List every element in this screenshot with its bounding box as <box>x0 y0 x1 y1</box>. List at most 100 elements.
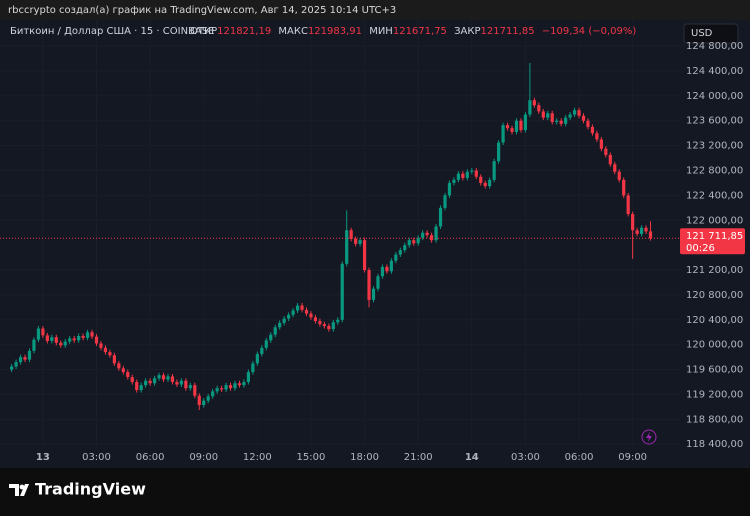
open-label: ОТКР <box>190 26 217 37</box>
currency-box[interactable] <box>683 23 739 44</box>
candle-body <box>416 237 420 244</box>
candle-body <box>367 270 371 300</box>
candle-body <box>50 337 54 341</box>
logo <box>9 484 29 496</box>
candle-body <box>103 347 108 353</box>
candle-body <box>340 263 344 320</box>
candle-body <box>215 388 219 392</box>
candle-body <box>45 335 49 341</box>
brand: TradingView <box>35 480 146 499</box>
candle-body <box>412 240 416 244</box>
candle-body <box>505 125 510 129</box>
candle-body <box>224 385 228 390</box>
candle-body <box>407 240 411 246</box>
candle-body <box>170 376 175 383</box>
candle-body <box>94 336 99 344</box>
candle-body <box>425 232 429 236</box>
candle-body <box>202 400 206 406</box>
candle-body <box>492 161 496 180</box>
high-value: 121983,91 <box>308 26 362 37</box>
x-tick-label: 15:00 <box>297 452 326 463</box>
currency: USD <box>691 28 713 39</box>
candle-body <box>269 334 273 341</box>
candle-body <box>184 380 188 389</box>
x-tick-label: 06:00 <box>565 452 594 463</box>
candle-body <box>251 363 255 373</box>
symbol: Биткоин / Доллар США · 15 · COINBASE <box>10 26 214 37</box>
candle-body <box>237 383 242 386</box>
candle-body <box>327 326 331 330</box>
y-tick-label: 122 000,00 <box>686 215 743 226</box>
candle-body <box>166 376 170 380</box>
candle-body <box>421 232 425 238</box>
logo-dot <box>19 484 25 490</box>
candle-body <box>608 154 612 165</box>
candle-body <box>206 396 210 401</box>
candle-body <box>528 100 532 115</box>
candle-body <box>139 385 143 391</box>
candle-body <box>644 227 648 232</box>
candle-body <box>447 182 452 196</box>
candle-body <box>564 117 568 124</box>
candle-body <box>380 266 385 277</box>
candle-body <box>394 254 398 261</box>
candle-body <box>27 350 32 360</box>
candle-body <box>126 372 130 378</box>
candle-body <box>228 385 233 389</box>
candle-body <box>72 338 76 341</box>
alert-bolt <box>646 432 652 442</box>
candle-body <box>403 245 407 251</box>
candle-body <box>626 195 630 215</box>
candle-body <box>161 375 166 380</box>
y-tick-label: 122 800,00 <box>686 166 743 177</box>
candle-body <box>599 139 603 149</box>
x-tick-label: 06:00 <box>136 452 165 463</box>
y-tick-label: 124 400,00 <box>686 66 743 77</box>
candle-body <box>99 343 103 348</box>
candle-body <box>260 347 264 355</box>
candle-body <box>354 238 358 244</box>
candle-body <box>331 322 335 330</box>
candle-body <box>246 372 251 383</box>
candle-body <box>273 327 277 335</box>
candle-body <box>438 207 443 227</box>
candle-body <box>90 332 94 337</box>
candle-body <box>32 339 36 351</box>
candle-body <box>532 100 536 106</box>
candle-body <box>613 164 617 172</box>
candle-body <box>309 313 313 318</box>
candle-body <box>135 382 139 391</box>
candle-body <box>23 357 27 360</box>
candle-body <box>519 120 523 131</box>
candle-body <box>376 276 380 289</box>
candle-body <box>85 332 90 338</box>
candle-body <box>523 114 528 131</box>
candle-body <box>242 382 246 386</box>
candle-body <box>36 328 41 340</box>
candle-body <box>179 380 183 385</box>
alert-icon[interactable] <box>641 429 657 445</box>
change: −109,34 (−0,09%) <box>542 26 637 37</box>
y-tick-label: 119 600,00 <box>686 365 743 376</box>
candle-body <box>77 335 81 341</box>
candle-body <box>398 250 402 255</box>
candle-body <box>295 305 300 311</box>
candle-body <box>617 171 621 180</box>
last-price-box <box>680 228 745 255</box>
low-value: 121671,75 <box>393 26 447 37</box>
candle-body <box>278 322 282 328</box>
candle-body <box>631 214 635 231</box>
candle-body <box>130 377 134 383</box>
candle-body <box>282 318 286 323</box>
caption: rbccrypto создал(а) график на TradingVie… <box>8 5 396 16</box>
candle-body <box>152 378 157 384</box>
candle-body <box>577 110 581 116</box>
open-value: 121821,19 <box>217 26 271 37</box>
candle-body <box>452 179 456 183</box>
x-tick-label: 03:00 <box>82 452 111 463</box>
candle-body <box>117 363 121 369</box>
candle-body <box>193 385 197 396</box>
candle-body <box>322 324 326 327</box>
candle-body <box>550 113 554 122</box>
